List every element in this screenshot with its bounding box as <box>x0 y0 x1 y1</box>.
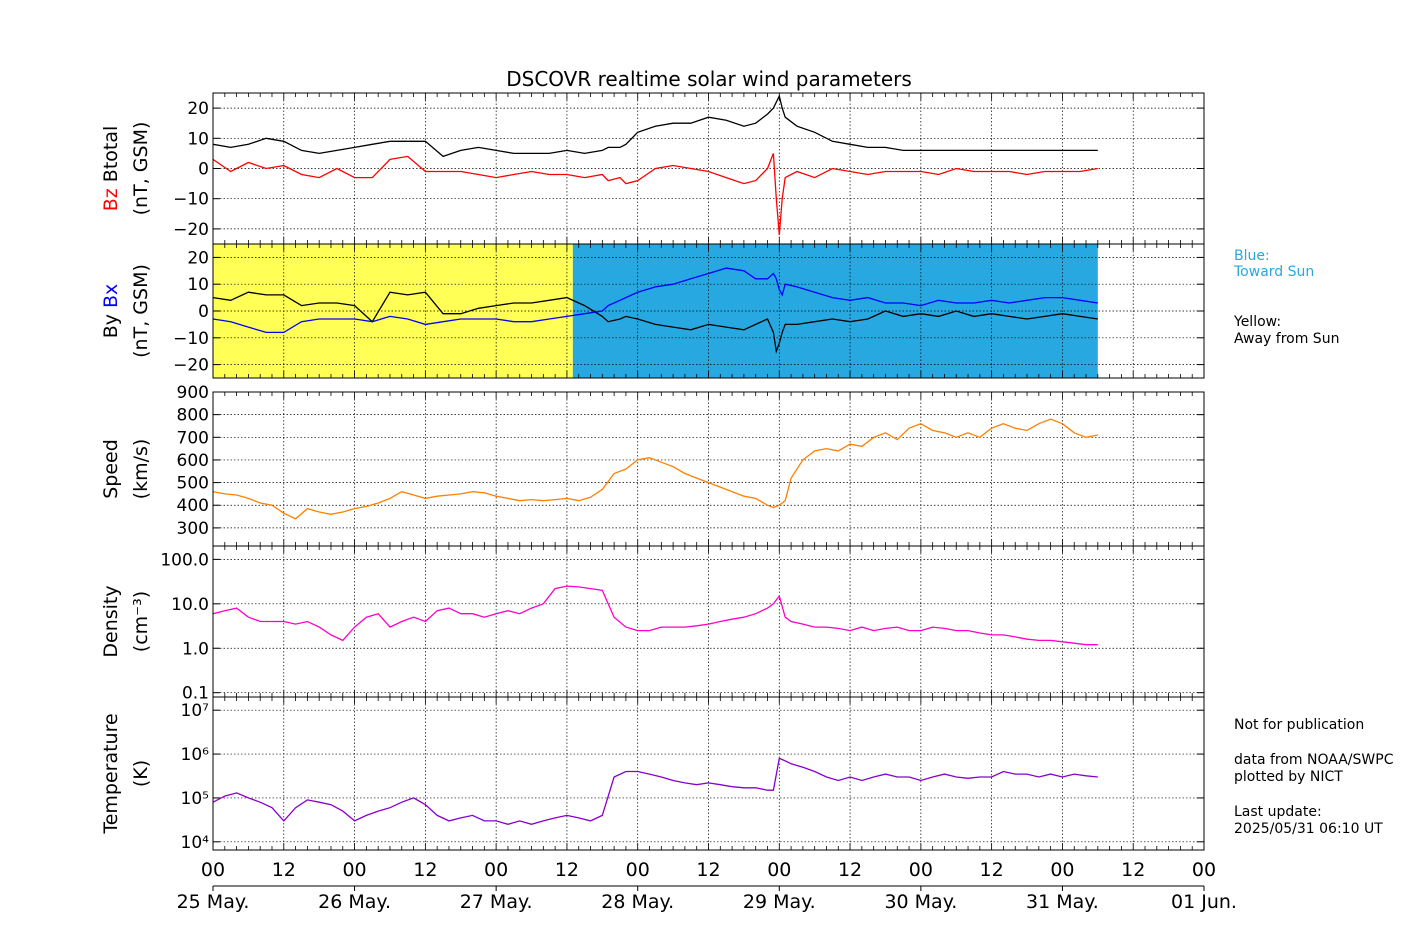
ytick-label-density-0: 0.1 <box>182 684 209 704</box>
xtick-label-2: 00 <box>342 859 366 881</box>
date-label-5: 30 May. <box>884 891 957 913</box>
ylabel-part-b-0: Bz <box>100 188 122 211</box>
ytick-label-bxby-3: 10 <box>187 275 209 295</box>
date-label-3: 28 May. <box>601 891 674 913</box>
ytick-label-temperature-1: 10⁵ <box>181 789 209 809</box>
xtick-label-7: 12 <box>696 859 720 881</box>
panel-temperature: 10⁴ 10⁵ 10⁶ 10⁷ Temperature (K) <box>100 696 1205 853</box>
ylabel-unit-b: (nT, GSM) <box>130 122 152 216</box>
note-not-for-publication: Not for publication <box>1234 717 1365 733</box>
ylabel-speed: Speed <box>100 439 122 499</box>
legend-blue-label: Blue: <box>1234 248 1270 264</box>
series-bxby-0 <box>213 291 1098 354</box>
xtick-label-12: 00 <box>1050 859 1074 881</box>
ytick-label-temperature-2: 10⁶ <box>181 745 210 765</box>
ytick-label-bxby-2: 0 <box>198 302 209 322</box>
note-plotted-by: plotted by NICT <box>1234 769 1343 785</box>
ytick-label-temperature-0: 10⁴ <box>181 833 210 853</box>
xtick-label-14: 00 <box>1192 859 1216 881</box>
panel-b: −20 −10 0 10 20 Bz Btotal (nT, GSM) <box>100 92 1205 245</box>
ylabel-unit-speed: (km/s) <box>130 439 152 500</box>
ytick-label-speed-0: 300 <box>177 519 209 539</box>
ytick-label-speed-5: 800 <box>177 406 209 426</box>
ytick-label-b-3: 10 <box>187 129 209 149</box>
ytick-label-bxby-4: 20 <box>187 248 209 268</box>
note-data-source: data from NOAA/SWPC <box>1234 752 1394 768</box>
series-b-0 <box>213 94 1098 158</box>
legend-blue-text: Toward Sun <box>1234 264 1315 280</box>
date-label-0: 25 May. <box>177 891 250 913</box>
ylabel-unit-temperature: (K) <box>130 760 152 787</box>
xtick-label-13: 12 <box>1121 859 1145 881</box>
ylabel-unit-density: (cm⁻³) <box>130 591 152 652</box>
date-label-2: 27 May. <box>460 891 533 913</box>
time-axis: 00 12 00 12 00 12 00 12 00 12 00 12 00 12 00 25 May. 26 … <box>177 859 1237 913</box>
xtick-label-5: 12 <box>555 859 579 881</box>
xtick-label-1: 12 <box>272 859 296 881</box>
imf-polarity-segment-1 <box>572 244 1098 378</box>
series-bxby-1 <box>213 267 1098 334</box>
ytick-label-speed-1: 400 <box>177 496 209 516</box>
note-last-update-label: Last update: <box>1234 804 1322 820</box>
xtick-label-8: 00 <box>767 859 791 881</box>
ylabel-part-speed-0: Speed <box>100 439 122 499</box>
xtick-label-10: 00 <box>909 859 933 881</box>
series-density-0 <box>213 585 1098 646</box>
ylabel-part-density-0: Density <box>100 585 122 657</box>
series-temperature-0 <box>213 757 1098 825</box>
date-label-4: 29 May. <box>743 891 816 913</box>
ytick-label-speed-4: 700 <box>177 428 209 448</box>
frame-b <box>212 92 1205 245</box>
ytick-label-b-4: 20 <box>187 99 209 119</box>
ylabel-density: Density <box>100 585 122 657</box>
ylabel-bxby: By Bx <box>100 284 122 339</box>
date-label-7: 01 Jun. <box>1171 891 1237 913</box>
ytick-label-b-0: −20 <box>173 220 209 240</box>
ytick-label-b-2: 0 <box>198 160 209 180</box>
ylabel-b: Bz Btotal <box>100 126 122 212</box>
ylabel-unit-bxby: (nT, GSM) <box>130 264 152 358</box>
xtick-label-6: 00 <box>626 859 650 881</box>
panel-density: 0.1 1.0 10.0 100.0 Density (cm⁻³) <box>100 545 1205 704</box>
date-label-6: 31 May. <box>1026 891 1099 913</box>
series-b-1 <box>213 153 1098 235</box>
xtick-label-9: 12 <box>838 859 862 881</box>
series-speed-0 <box>213 418 1098 520</box>
ylabel-temperature: Temperature <box>100 713 122 834</box>
ytick-label-density-1: 1.0 <box>182 639 209 659</box>
note-last-update-value: 2025/05/31 06:10 UT <box>1234 821 1383 837</box>
ytick-label-density-2: 10.0 <box>171 595 209 615</box>
ytick-label-density-3: 100.0 <box>160 550 209 570</box>
panels-group: −20 −10 0 10 20 Bz Btotal (nT, GSM) −20 −10 0 10 20… <box>100 92 1205 853</box>
ytick-label-speed-6: 900 <box>177 383 209 403</box>
ylabel-part-bxby-0: By <box>100 314 122 338</box>
ytick-label-bxby-0: −20 <box>173 356 209 376</box>
chart-title: DSCOVR realtime solar wind parameters <box>506 67 912 91</box>
ylabel-part-temperature-0: Temperature <box>100 713 122 834</box>
legend-yellow-text: Away from Sun <box>1234 331 1340 347</box>
xtick-label-3: 12 <box>413 859 437 881</box>
legend-yellow-label: Yellow: <box>1234 314 1282 330</box>
date-label-1: 26 May. <box>318 891 391 913</box>
ylabel-part-bxby-1: Bx <box>100 284 122 314</box>
xtick-label-11: 12 <box>980 859 1004 881</box>
ytick-label-bxby-1: −10 <box>173 329 209 349</box>
ytick-label-speed-3: 600 <box>177 451 209 471</box>
xtick-label-0: 00 <box>201 859 225 881</box>
ytick-label-b-1: −10 <box>173 190 209 210</box>
ytick-label-temperature-3: 10⁷ <box>181 701 210 721</box>
panel-bxby: −20 −10 0 10 20 By Bx (nT, GSM) <box>100 243 1205 379</box>
ylabel-part-b-1: Btotal <box>100 126 122 189</box>
xtick-label-4: 00 <box>484 859 508 881</box>
ytick-label-speed-2: 500 <box>177 474 209 494</box>
